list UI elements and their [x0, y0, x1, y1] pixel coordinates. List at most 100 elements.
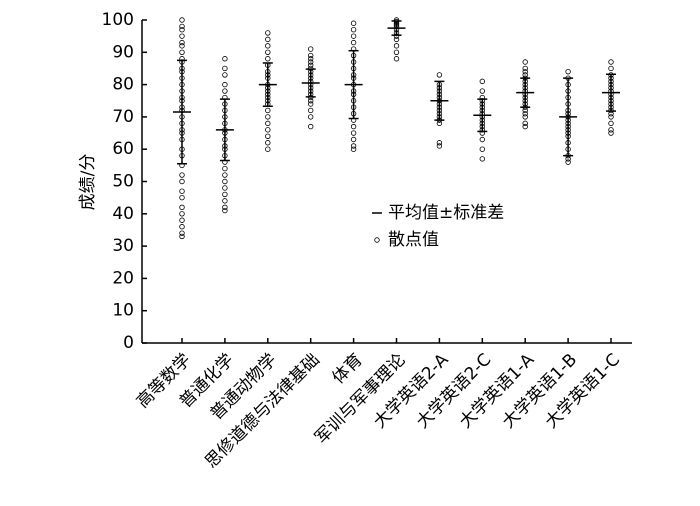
scatter-point — [265, 30, 271, 36]
scatter-point — [222, 185, 228, 191]
scatter-point — [179, 49, 185, 55]
scatter-point — [222, 172, 228, 178]
scatter-point — [350, 26, 357, 33]
scatter-point — [479, 88, 485, 94]
scatter-point — [393, 56, 400, 62]
scatter-point — [522, 114, 528, 120]
y-tick-label: 10 — [112, 301, 134, 321]
scatter-point — [608, 59, 614, 65]
scatter-point — [222, 207, 228, 214]
scatter-point — [565, 159, 571, 165]
scatter-point — [222, 56, 228, 62]
y-tick-label: 80 — [112, 75, 134, 95]
scatter-point — [179, 204, 185, 211]
scatter-point — [265, 127, 271, 133]
scatter-point — [479, 136, 485, 143]
scatter-point — [393, 49, 400, 55]
scatter-point — [350, 143, 357, 149]
scatter-point — [179, 33, 185, 39]
y-tick-label: 0 — [123, 333, 134, 353]
scatter-point — [222, 178, 228, 185]
scatter-point — [308, 123, 314, 130]
scatter-point — [308, 101, 314, 107]
scatter-point — [608, 65, 614, 72]
scatter-point — [479, 146, 485, 152]
y-tick-label: 90 — [112, 42, 134, 62]
scatter-point — [179, 39, 185, 46]
scatter-point — [222, 191, 228, 198]
scatter-point — [393, 43, 400, 49]
legend-label: 平均值±标准差 — [388, 203, 504, 223]
scatter-point — [436, 140, 443, 146]
scatter-point — [308, 56, 314, 62]
scatter-point — [179, 230, 185, 236]
y-tick-label: 100 — [102, 10, 134, 30]
legend-marker — [374, 237, 380, 243]
scatter-point — [479, 78, 485, 85]
y-tick-label: 50 — [112, 172, 134, 192]
scatter-point — [265, 120, 271, 127]
scatter-point — [608, 130, 614, 136]
scatter-point — [608, 114, 614, 120]
scatter-point — [436, 143, 443, 149]
y-tick-label: 70 — [112, 107, 134, 127]
legend-label: 散点值 — [388, 230, 439, 250]
scatter-point — [222, 81, 228, 88]
scatter-point — [265, 43, 271, 49]
scatter-point — [350, 136, 357, 143]
scatter-point — [265, 133, 271, 139]
scatter-point — [308, 114, 314, 120]
scatter-point — [565, 156, 571, 162]
scatter-point — [265, 56, 271, 62]
scatter-point — [522, 107, 528, 114]
scatter-point — [179, 178, 185, 185]
scatter-point — [179, 188, 185, 194]
y-tick-label: 60 — [112, 139, 134, 159]
scatter-point — [522, 65, 528, 72]
scatter-point — [308, 62, 314, 68]
scatter-point — [350, 33, 357, 39]
scatter-point — [265, 107, 271, 114]
scatter-point — [308, 98, 314, 104]
scatter-point — [222, 204, 228, 211]
scatter-point — [308, 52, 314, 59]
scatter-point — [522, 123, 528, 130]
scatter-point — [350, 39, 357, 46]
scatter-point — [608, 127, 614, 133]
scatter-point — [522, 68, 528, 75]
scatter-point — [222, 165, 228, 172]
scatter-point — [522, 110, 528, 117]
scatter-point — [350, 130, 357, 136]
scatter-point — [350, 123, 357, 130]
scatter-point — [265, 114, 271, 120]
scatter-point — [308, 107, 314, 114]
y-axis-label: 成绩/分 — [78, 154, 98, 211]
scatter-point — [565, 68, 571, 75]
scatter-point — [179, 217, 185, 223]
y-tick-label: 30 — [112, 236, 134, 256]
scatter-point — [436, 120, 443, 127]
scatter-point — [265, 36, 271, 43]
scatter-point — [179, 43, 185, 49]
scatter-point — [179, 23, 185, 30]
scatter-point — [265, 49, 271, 55]
scatter-point — [179, 172, 185, 178]
scatter-point — [479, 156, 485, 162]
y-tick-label: 40 — [112, 204, 134, 224]
scatter-point — [222, 88, 228, 94]
scatter-point — [179, 233, 185, 240]
scatter-point — [308, 59, 314, 65]
scatter-point — [522, 120, 528, 127]
scatter-point — [179, 26, 185, 33]
scatter-point — [393, 36, 400, 43]
scatter-point — [608, 120, 614, 127]
scatter-point — [179, 194, 185, 201]
x-tick-label: 体育 — [328, 350, 366, 388]
scatter-point — [350, 20, 357, 26]
scatter-point — [265, 140, 271, 146]
scatter-point — [179, 17, 185, 23]
scatter-point — [179, 224, 185, 230]
scatter-point — [265, 146, 271, 152]
scatter-point — [222, 198, 228, 204]
